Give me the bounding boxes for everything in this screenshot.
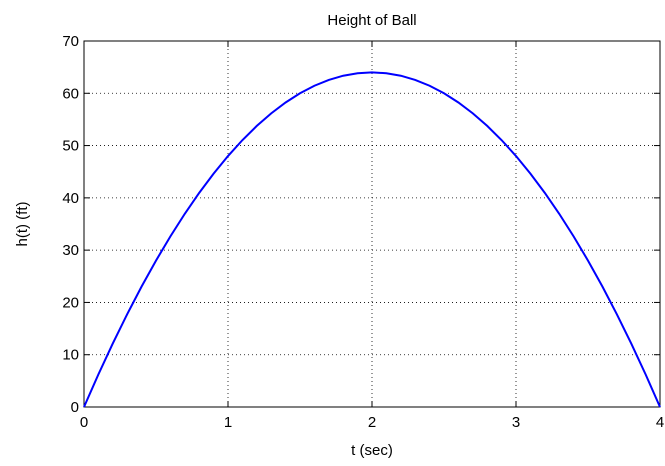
x-axis-title: t (sec) — [351, 442, 393, 459]
y-tick-label: 40 — [62, 190, 79, 207]
y-tick-label: 20 — [62, 294, 79, 311]
y-tick-label: 10 — [62, 347, 79, 364]
y-tick-label: 60 — [62, 85, 79, 102]
height-curve — [83, 71, 661, 408]
x-tick-label: 1 — [224, 414, 232, 431]
y-tick-label: 70 — [62, 33, 79, 50]
chart-title: Height of Ball — [327, 12, 416, 29]
grid-lines — [84, 41, 660, 407]
x-tick-label: 4 — [656, 414, 664, 431]
plot-area-frame — [83, 40, 661, 408]
x-tick-label: 2 — [368, 414, 376, 431]
x-tick-label: 0 — [80, 414, 88, 431]
x-tick-label: 3 — [512, 414, 520, 431]
y-tick-label: 30 — [62, 242, 79, 259]
y-tick-label: 50 — [62, 138, 79, 155]
axis-ticks — [83, 40, 661, 408]
y-tick-label: 0 — [71, 399, 79, 416]
y-axis-title: h(t) (ft) — [14, 202, 31, 247]
